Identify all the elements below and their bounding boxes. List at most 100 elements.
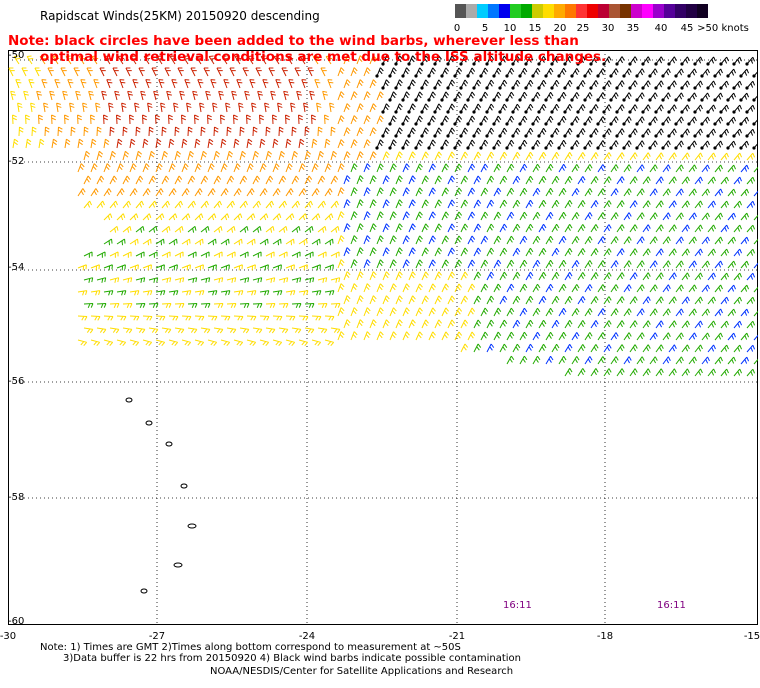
island-outline: [173, 562, 183, 568]
wind-barb: [294, 67, 301, 77]
wind-barb: [329, 102, 335, 113]
contamination-circle: [700, 146, 704, 150]
wind-barb: [330, 327, 341, 334]
wind-barb: [577, 320, 586, 329]
wind-barb: [408, 151, 416, 161]
wind-barb: [610, 164, 619, 173]
wind-barb: [642, 296, 651, 305]
wind-barb: [434, 199, 442, 209]
wind-barb: [324, 315, 335, 321]
wind-barb: [473, 247, 482, 257]
wind-barb: [395, 295, 403, 305]
wind-barb: [122, 150, 130, 161]
wind-barb: [103, 238, 113, 246]
contamination-circle: [381, 134, 385, 138]
contamination-circle: [388, 146, 392, 150]
wind-barb: [668, 224, 677, 233]
wind-barb: [454, 331, 463, 341]
wind-barb: [304, 303, 315, 308]
wind-barb: [584, 212, 593, 221]
wind-barb: [597, 212, 606, 221]
contamination-circle: [622, 98, 626, 102]
wind-barb: [93, 79, 100, 89]
wind-barb: [103, 163, 111, 173]
wind-barb: [740, 236, 750, 245]
wind-barb: [291, 200, 300, 209]
wind-barb: [39, 55, 47, 65]
contamination-circle: [609, 122, 613, 126]
contamination-circle: [641, 86, 645, 90]
wind-barb: [207, 264, 217, 271]
contamination-circle: [706, 134, 710, 138]
wind-barb: [363, 235, 371, 245]
wind-barb: [298, 114, 303, 125]
wind-barb: [740, 332, 750, 341]
contamination-circle: [472, 62, 476, 66]
wind-barb: [655, 152, 664, 161]
wind-barb: [168, 264, 178, 271]
wind-barb: [356, 103, 364, 113]
latitude-label: -58: [8, 492, 25, 503]
wind-barb: [304, 150, 312, 161]
wind-barb: [740, 188, 750, 197]
wind-barb: [325, 55, 333, 65]
wind-barb: [174, 251, 184, 258]
contamination-circle: [531, 98, 535, 102]
wind-barb: [538, 199, 547, 209]
wind-barb: [272, 264, 282, 271]
wind-barb: [251, 102, 257, 113]
wind-barb: [285, 188, 294, 197]
wind-barb: [441, 235, 449, 245]
wind-barb: [545, 211, 554, 221]
wind-barb: [525, 247, 534, 257]
wind-barb: [681, 176, 690, 185]
wind-barb: [13, 55, 21, 65]
wind-barb: [213, 327, 224, 334]
wind-barb: [720, 272, 729, 281]
wind-barb: [389, 283, 397, 293]
wind-barb: [69, 102, 75, 113]
wind-barb: [168, 188, 177, 197]
wind-barb: [257, 90, 263, 101]
wind-barb: [675, 92, 684, 101]
contamination-circle: [427, 98, 431, 102]
wind-barb: [577, 248, 586, 257]
wind-barb: [90, 315, 101, 321]
wind-barb: [304, 277, 315, 283]
contamination-circle: [576, 110, 580, 114]
wind-barb: [129, 238, 139, 246]
wind-barb: [720, 248, 729, 257]
wind-barb: [402, 211, 410, 221]
contamination-circle: [492, 122, 496, 126]
wind-barb: [109, 303, 120, 308]
wind-barb: [155, 138, 162, 149]
wind-barb: [38, 114, 43, 125]
wind-barb: [558, 188, 567, 197]
wind-barb: [25, 138, 32, 149]
wind-barb: [160, 102, 166, 113]
wind-barb: [746, 320, 756, 329]
wind-barb: [350, 91, 358, 101]
contamination-circle: [550, 86, 554, 90]
wind-barb: [668, 368, 677, 377]
contamination-circle: [700, 98, 704, 102]
contamination-circle: [433, 110, 437, 114]
wind-barb: [343, 79, 351, 89]
wind-barb: [350, 331, 358, 341]
wind-barb: [96, 251, 106, 258]
wind-barb: [681, 224, 690, 233]
colorbar-swatch: [620, 4, 631, 18]
wind-barb: [278, 150, 286, 161]
wind-barb: [688, 284, 697, 293]
wind-barb: [309, 90, 315, 101]
wind-barb: [80, 79, 87, 89]
wind-barb: [694, 104, 703, 113]
contamination-circle: [381, 110, 385, 114]
wind-barb: [200, 303, 211, 308]
wind-barb: [662, 188, 671, 197]
wind-barb: [103, 264, 113, 271]
contamination-circle: [589, 62, 593, 66]
wind-barb: [213, 175, 222, 185]
wind-barb: [311, 138, 318, 149]
wind-barb: [200, 251, 210, 258]
